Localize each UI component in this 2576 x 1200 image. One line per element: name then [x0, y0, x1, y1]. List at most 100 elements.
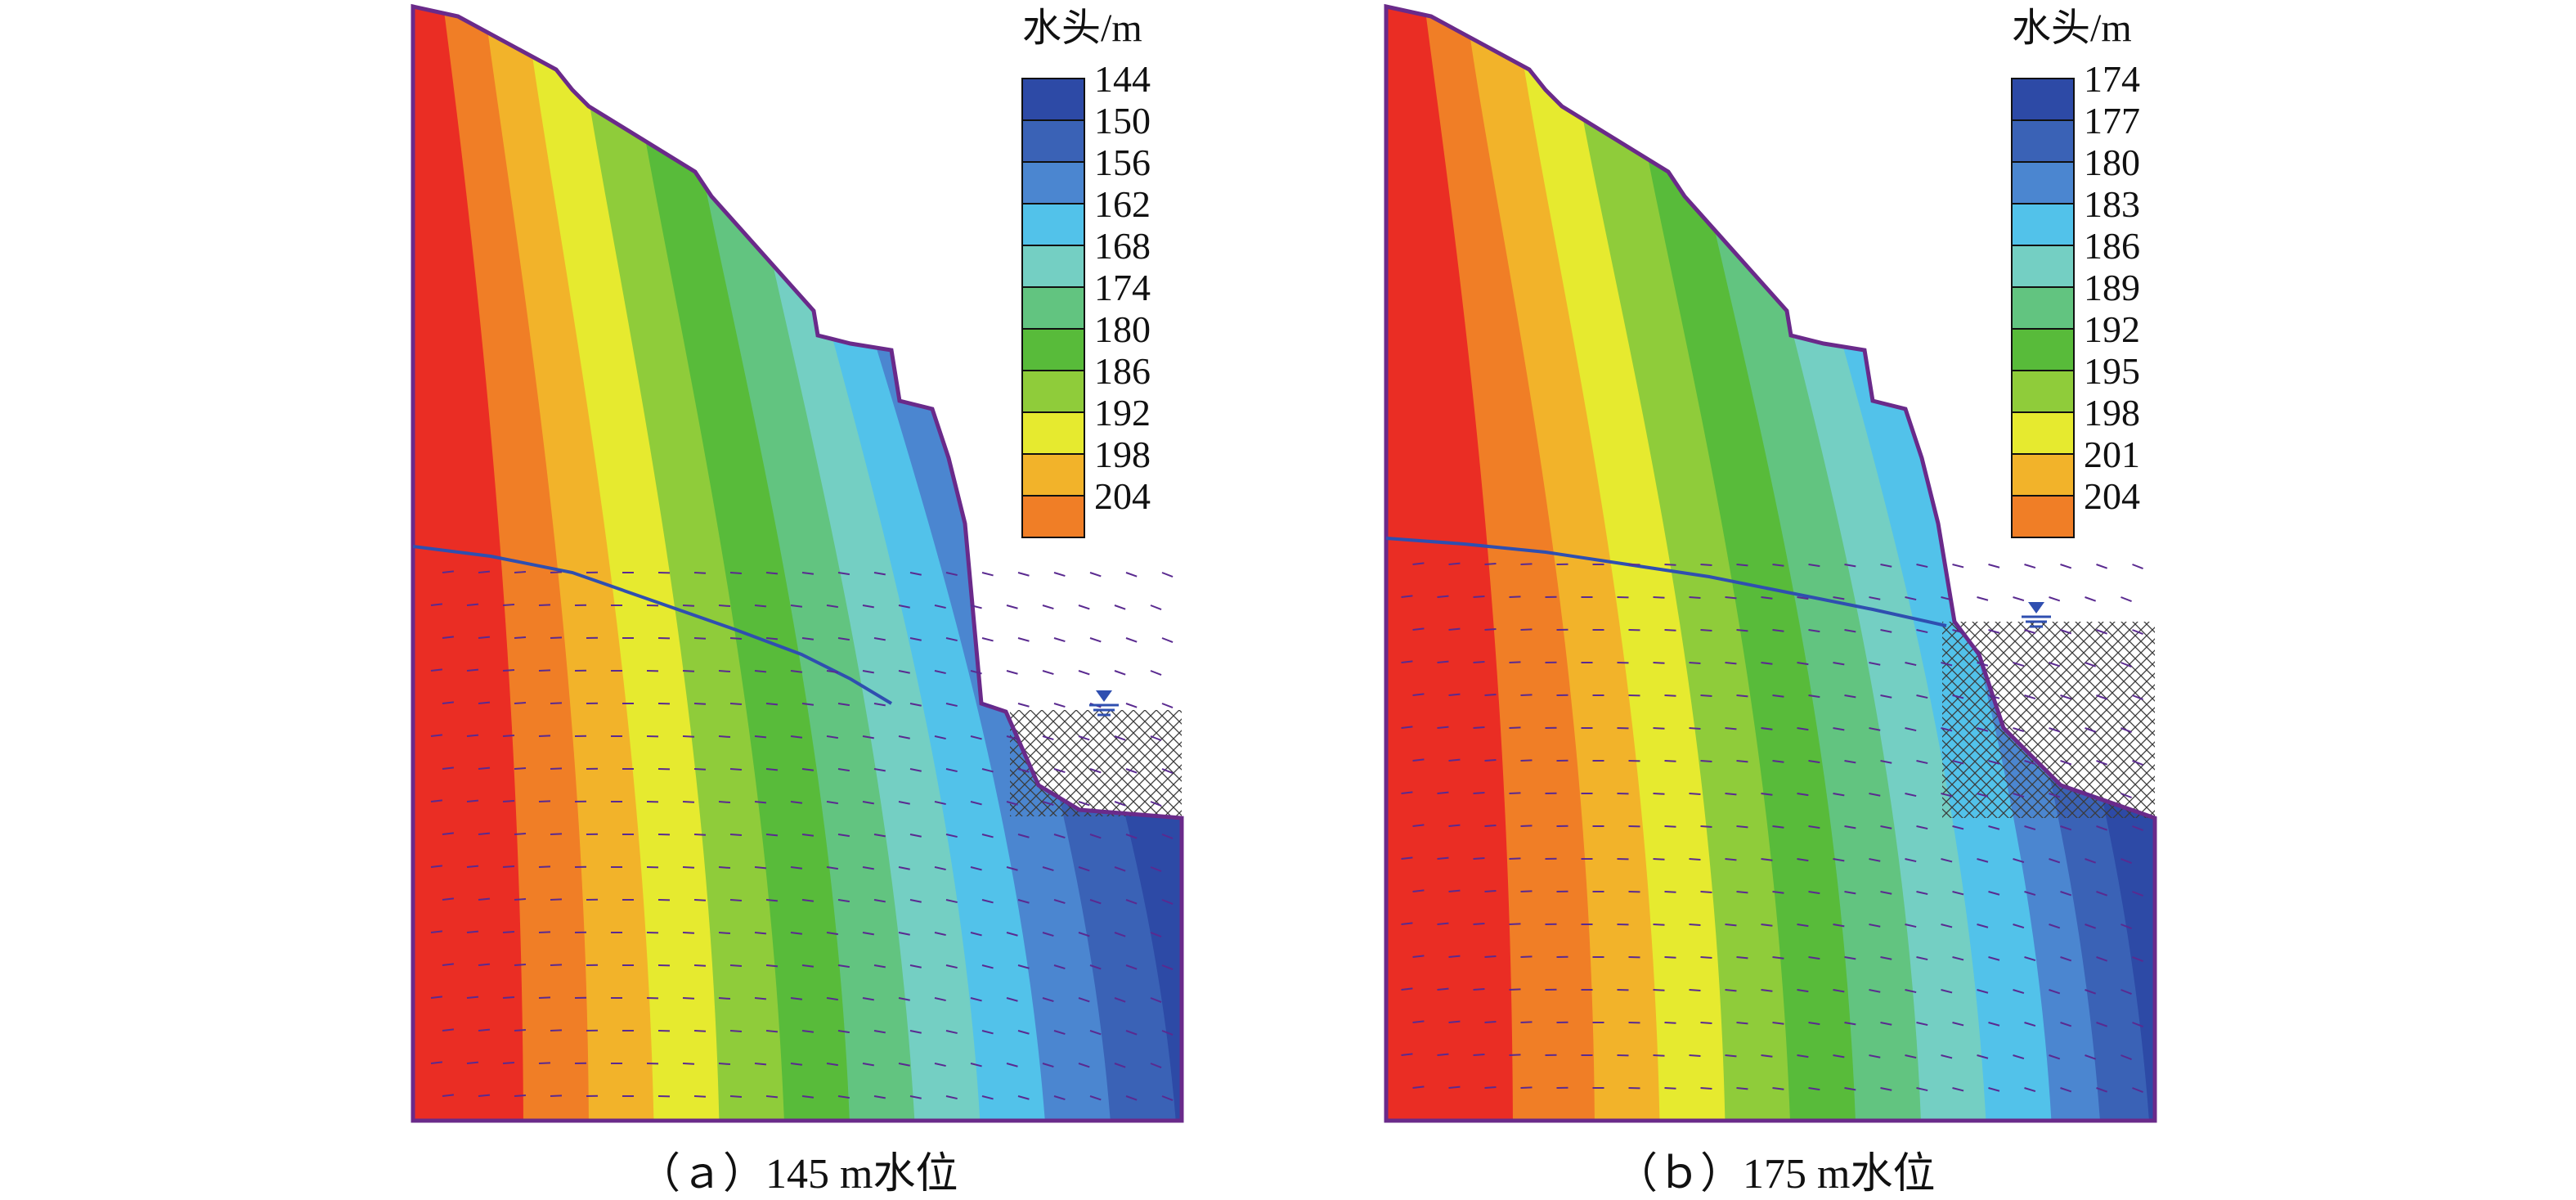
seepage-arrow: [467, 932, 478, 933]
seepage-arrow: [539, 735, 550, 736]
legend-swatch: [2012, 245, 2074, 287]
seepage-arrow: [1726, 990, 1737, 991]
seepage-arrow: [1690, 1055, 1701, 1056]
legend-tick-label: 189: [2084, 267, 2140, 308]
seepage-arrow: [539, 866, 550, 867]
seepage-arrow: [1151, 671, 1161, 675]
seepage-arrow: [1701, 1022, 1712, 1023]
seepage-arrow: [2049, 597, 2060, 600]
water-level-triangle-icon: [2022, 602, 2051, 627]
seepage-arrow: [1043, 605, 1053, 609]
seepage-arrow: [1474, 858, 1485, 859]
seepage-arrow: [2085, 597, 2096, 601]
seepage-arrow: [1474, 989, 1485, 990]
seepage-arrow: [1521, 1087, 1533, 1088]
reservoir-water-a: [1010, 710, 1182, 816]
seepage-arrow: [1989, 564, 1999, 568]
legend-tick-label: 183: [2084, 183, 2140, 225]
seepage-arrow: [539, 932, 550, 933]
seepage-arrow: [1510, 727, 1521, 728]
seepage-arrow: [1510, 858, 1521, 859]
head-contours-b: [1382, 0, 2200, 1145]
seepage-arrow: [755, 1063, 766, 1064]
seepage-arrow: [1654, 990, 1665, 991]
seepage-arrow: [1510, 1054, 1521, 1055]
legend-swatch: [2012, 371, 2074, 412]
seepage-arrow: [1654, 859, 1665, 860]
legend-swatch: [2012, 79, 2074, 120]
seepage-arrow: [1977, 597, 1988, 600]
seepage-arrow: [1665, 630, 1676, 631]
seepage-arrow: [1018, 573, 1029, 576]
seepage-arrow: [1654, 924, 1665, 925]
seepage-arrow: [1438, 662, 1449, 663]
seepage-arrow: [503, 801, 514, 802]
legend-swatch: [2012, 204, 2074, 245]
seepage-arrow: [1449, 694, 1461, 695]
seepage-arrow: [1485, 629, 1497, 630]
seepage-arrow: [1665, 695, 1676, 696]
seepage-arrow: [1737, 695, 1748, 696]
legend-swatch: [1022, 120, 1084, 162]
seepage-arrow: [550, 572, 562, 573]
legend-tick-label: 177: [2084, 100, 2140, 142]
seepage-arrow: [1007, 671, 1017, 674]
legend-colorbar-b: [2012, 79, 2074, 537]
seepage-arrow: [683, 605, 694, 606]
seepage-arrow: [503, 997, 514, 998]
seepage-arrow: [550, 1030, 562, 1031]
seepage-arrow: [503, 604, 514, 605]
legend-tick-label: 192: [2084, 308, 2140, 350]
seepage-arrow: [694, 900, 706, 901]
seepage-arrow: [1521, 891, 1533, 892]
seepage-arrow: [1162, 573, 1173, 577]
seepage-arrow: [694, 1096, 706, 1097]
legend-swatch: [1022, 245, 1084, 287]
seepage-arrow: [1690, 859, 1701, 860]
seepage-arrow: [539, 604, 550, 605]
seepage-arrow: [730, 965, 742, 966]
seepage-arrow: [755, 671, 766, 672]
seepage-arrow: [503, 670, 514, 671]
seepage-arrow: [1665, 1022, 1676, 1023]
seepage-arrow: [478, 768, 490, 769]
seepage-arrow: [730, 703, 742, 704]
legend-tick-label: 144: [1094, 58, 1151, 100]
seepage-arrow: [1449, 629, 1461, 630]
seepage-arrow: [719, 605, 730, 606]
seepage-arrow: [478, 572, 490, 573]
seepage-arrow: [1438, 858, 1449, 859]
legend-swatch: [1022, 204, 1084, 245]
seepage-arrow: [2025, 564, 2035, 568]
seepage-arrow: [1726, 859, 1737, 860]
seepage-arrow: [730, 834, 742, 835]
seepage-arrow: [1090, 573, 1101, 576]
seepage-arrow: [550, 1095, 562, 1096]
seepage-arrow: [478, 1030, 490, 1031]
seepage-arrow: [478, 964, 490, 965]
seepage-arrow: [730, 638, 742, 639]
legend-tick-label: 150: [1094, 100, 1151, 142]
legend-swatch: [1022, 79, 1084, 120]
seepage-arrow: [1521, 629, 1533, 630]
legend-tick-label: 192: [1094, 392, 1151, 434]
seepage-arrow: [1485, 956, 1497, 957]
seepage-arrow: [1701, 826, 1712, 827]
seepage-arrow: [514, 572, 526, 573]
seepage-arrow: [514, 1030, 526, 1031]
seepage-arrow: [1521, 760, 1533, 761]
legend-tick-label: 168: [1094, 225, 1151, 267]
legend-tick-label: 204: [2084, 475, 2140, 517]
legend-tick-label: 198: [2084, 392, 2140, 434]
legend-tick-label: 186: [2084, 225, 2140, 267]
legend-swatch: [2012, 162, 2074, 204]
seepage-arrow: [1737, 564, 1748, 565]
seepage-arrow: [1510, 596, 1521, 597]
seepage-arrow: [1485, 891, 1497, 892]
seepage-arrow: [503, 932, 514, 933]
seepage-arrow: [694, 638, 706, 639]
seepage-arrow: [1665, 564, 1676, 565]
seepage-arrow: [755, 605, 766, 606]
